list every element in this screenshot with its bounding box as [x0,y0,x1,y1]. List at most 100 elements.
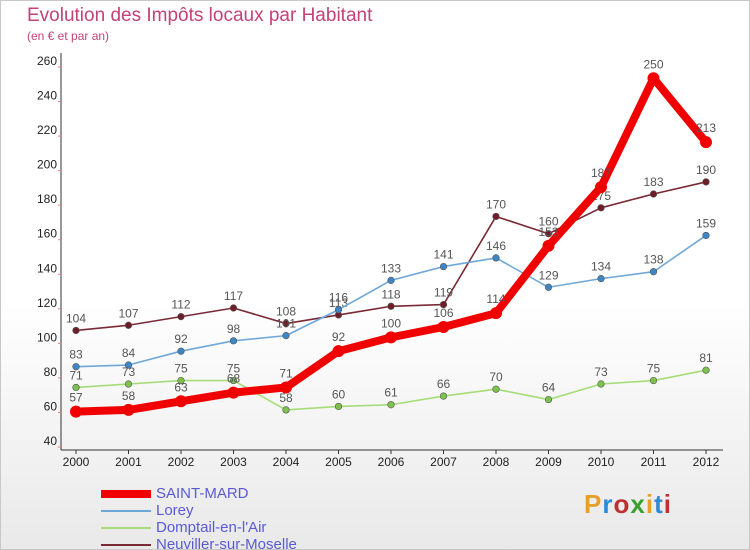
data-point [227,386,240,399]
data-point [334,402,343,411]
data-label: 160 [538,215,558,229]
data-point [387,302,395,310]
data-point [702,178,710,186]
data-label: 146 [486,239,506,253]
logo-letter: o [613,489,631,519]
data-point [385,331,397,344]
y-tick-label: 100 [37,330,57,344]
data-point [439,392,448,400]
data-label: 64 [542,381,556,395]
data-label: 73 [594,365,608,379]
x-tick-label: 2007 [430,455,457,469]
data-label: 141 [433,248,453,262]
x-tick-label: 2009 [535,455,562,469]
data-point [124,321,133,329]
data-point [649,268,658,276]
data-label: 92 [332,330,346,344]
x-tick-label: 2000 [63,455,90,469]
data-label: 170 [486,197,506,211]
data-label: 134 [591,260,611,274]
data-label: 84 [122,346,136,360]
legend-item: Domptail-en-l'Air [101,519,361,536]
data-label: 104 [66,311,86,325]
data-label: 71 [279,366,293,380]
data-point [595,181,607,194]
legend-item: Neuviller-sur-Moselle [101,536,361,549]
data-point [597,204,605,212]
data-label: 107 [118,306,138,320]
y-tick-label: 180 [37,192,57,206]
x-tick-label: 2011 [641,455,667,469]
data-point [177,347,185,355]
data-label: 190 [696,163,716,177]
data-label: 70 [489,370,503,384]
data-point [649,190,658,198]
data-point [649,376,658,385]
data-point [124,361,133,369]
data-point [72,363,80,371]
data-point [387,276,395,284]
legend-item: SAINT-MARD [101,485,361,502]
data-point [702,366,710,374]
x-tick-label: 2005 [325,455,352,469]
logo-letter: t [654,489,664,519]
data-label: 119 [434,286,453,300]
x-tick-label: 2004 [273,455,300,469]
data-label: 114 [486,292,505,306]
data-label: 100 [381,316,401,330]
data-point [70,405,82,418]
y-tick-label: 240 [37,89,57,103]
data-label: 138 [643,253,663,267]
data-point [492,254,500,262]
data-label: 61 [384,386,398,400]
data-point [282,319,290,328]
data-label: 159 [696,216,716,230]
data-point [72,326,80,335]
data-point [280,381,292,394]
y-tick-label: 80 [44,365,58,379]
x-tick-label: 2001 [115,455,142,469]
data-label: 75 [227,362,241,376]
data-label: 108 [276,305,296,319]
legend-label: Domptail-en-l'Air [156,519,267,536]
x-tick-label: 2012 [693,455,720,469]
data-point [229,376,238,385]
data-label: 75 [647,362,661,376]
data-label: 71 [69,368,83,382]
logo-letter: i [645,489,655,519]
data-point [542,239,555,252]
y-tick-label: 160 [37,227,57,241]
data-label: 83 [69,348,83,362]
legend-label: SAINT-MARD [156,485,249,502]
data-point [492,385,500,393]
series-line-saint-mard [72,74,710,416]
data-point [282,332,290,340]
data-point [387,401,395,409]
data-label: 213 [696,121,716,135]
data-label: 250 [643,57,663,71]
data-label: 57 [69,391,83,405]
data-point [490,307,502,320]
data-point [647,72,660,85]
data-label: 183 [643,175,663,189]
y-tick-label: 60 [44,399,58,413]
data-label: 106 [433,306,453,320]
data-label: 187 [591,166,611,180]
y-tick-label: 220 [37,123,57,137]
y-tick-label: 120 [37,296,57,310]
data-label: 129 [538,268,558,282]
data-label: 98 [227,322,241,336]
data-point [229,337,238,345]
x-tick-label: 2008 [483,455,510,469]
data-point [72,383,80,392]
data-point [124,380,133,388]
data-label: 133 [381,261,401,275]
legend: SAINT-MARD Lorey Domptail-en-l'Air Neuville… [101,485,361,549]
y-tick-label: 40 [44,434,58,448]
legend-item: Lorey [101,502,361,519]
y-tick-label: 140 [37,261,57,275]
data-point [700,136,712,149]
legend-swatch [101,543,151,546]
data-point [544,230,553,238]
